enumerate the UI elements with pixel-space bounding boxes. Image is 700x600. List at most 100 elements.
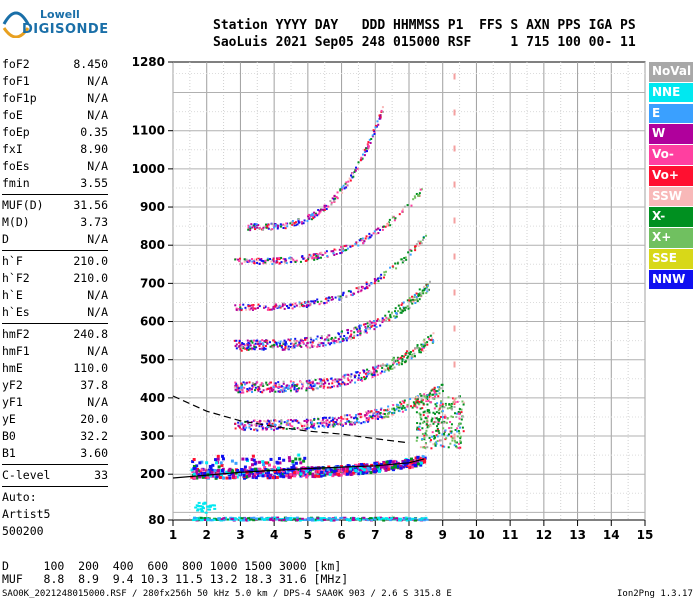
echo-point [213, 469, 217, 473]
param-value: 210.0 [73, 254, 108, 268]
echo-point [294, 419, 297, 422]
echo-point [234, 258, 237, 261]
echo-point [245, 426, 248, 429]
spread-echo-point [421, 432, 424, 435]
echo-point [289, 339, 292, 342]
spread-echo-point [423, 434, 426, 437]
echo-point [418, 242, 421, 245]
echo-point [327, 337, 330, 340]
echo-point [313, 345, 316, 348]
echo-point [267, 223, 270, 226]
echo-point [322, 418, 325, 421]
echo-point [425, 287, 428, 290]
echo-point [389, 266, 392, 269]
echo-point [351, 336, 354, 339]
echo-point [327, 342, 330, 345]
param-name: yF2 [2, 378, 23, 392]
echo-point [250, 424, 253, 427]
es-echo-point [195, 517, 199, 520]
spread-echo-point [426, 426, 429, 429]
spread-echo-point [432, 411, 435, 414]
es-echo-point [229, 516, 233, 519]
echo-point [312, 424, 315, 427]
spread-echo-point [462, 403, 465, 406]
echo-point [406, 405, 409, 408]
spread-echo-point [455, 412, 458, 415]
es-echo-point [238, 516, 242, 519]
autoscale-text: Artist5 [2, 507, 51, 521]
echo-point [308, 379, 311, 382]
echo-point [272, 257, 275, 260]
echo-point [291, 384, 294, 387]
echo-point [299, 342, 302, 345]
spread-echo-point [434, 417, 437, 420]
echo-point [253, 344, 256, 347]
echo-point [380, 364, 383, 367]
echo-point [295, 259, 298, 262]
echo-point [291, 307, 294, 310]
spread-echo-point [425, 423, 428, 426]
echo-point [433, 386, 436, 389]
x-tick-label: 4 [270, 528, 278, 542]
echo-point [371, 411, 374, 414]
echo-point [315, 255, 318, 258]
echo-point [367, 410, 370, 413]
spread-echo-point [437, 409, 440, 412]
echo-point [364, 330, 367, 333]
echo-point [418, 298, 421, 301]
echo-point [382, 364, 385, 367]
echo-point [266, 427, 269, 430]
echo-point [319, 210, 322, 213]
echo-point [300, 425, 303, 428]
echo-point [266, 383, 269, 386]
es-echo-point [351, 519, 355, 522]
echo-point [272, 258, 275, 261]
echo-point [438, 392, 441, 395]
echo-point [318, 209, 321, 212]
echo-point [337, 380, 340, 383]
echo-point [305, 475, 309, 479]
echo-point [259, 383, 262, 386]
echo-point [261, 427, 264, 430]
echo-point [308, 253, 311, 256]
echo-point [425, 292, 428, 295]
echo-point [365, 285, 368, 288]
echo-point [406, 460, 410, 464]
echo-point [243, 344, 246, 347]
echo-point [411, 302, 414, 305]
echo-point [371, 324, 374, 327]
echo-point [317, 213, 320, 216]
echo-point [266, 226, 269, 229]
spread-echo-point [421, 437, 424, 440]
spread-echo-point [421, 394, 424, 397]
echo-point [292, 464, 296, 468]
echo-point [424, 398, 427, 401]
echo-point [368, 232, 371, 235]
es-echo-point [196, 509, 200, 512]
spread-echo-point [447, 433, 450, 436]
echo-point [343, 423, 346, 426]
echo-point [275, 427, 278, 430]
echo-point [402, 301, 405, 304]
spread-echo-point [441, 405, 444, 408]
echo-point [241, 343, 244, 346]
echo-point [423, 393, 426, 396]
echo-point [354, 326, 357, 329]
echo-point [419, 293, 422, 296]
echo-point [345, 244, 348, 247]
echo-point [346, 472, 350, 476]
echo-point [267, 420, 270, 423]
echo-point [377, 227, 380, 230]
echo-point [340, 188, 343, 191]
echo-point [268, 308, 271, 311]
echo-point [237, 472, 241, 476]
echo-point [282, 390, 285, 393]
echo-point [353, 376, 356, 379]
echo-point [296, 420, 299, 423]
echo-point [256, 421, 259, 424]
echo-point [283, 342, 286, 345]
echo-point [192, 472, 196, 476]
echo-point [266, 474, 270, 478]
echo-point [351, 172, 354, 175]
echo-point [210, 470, 214, 474]
